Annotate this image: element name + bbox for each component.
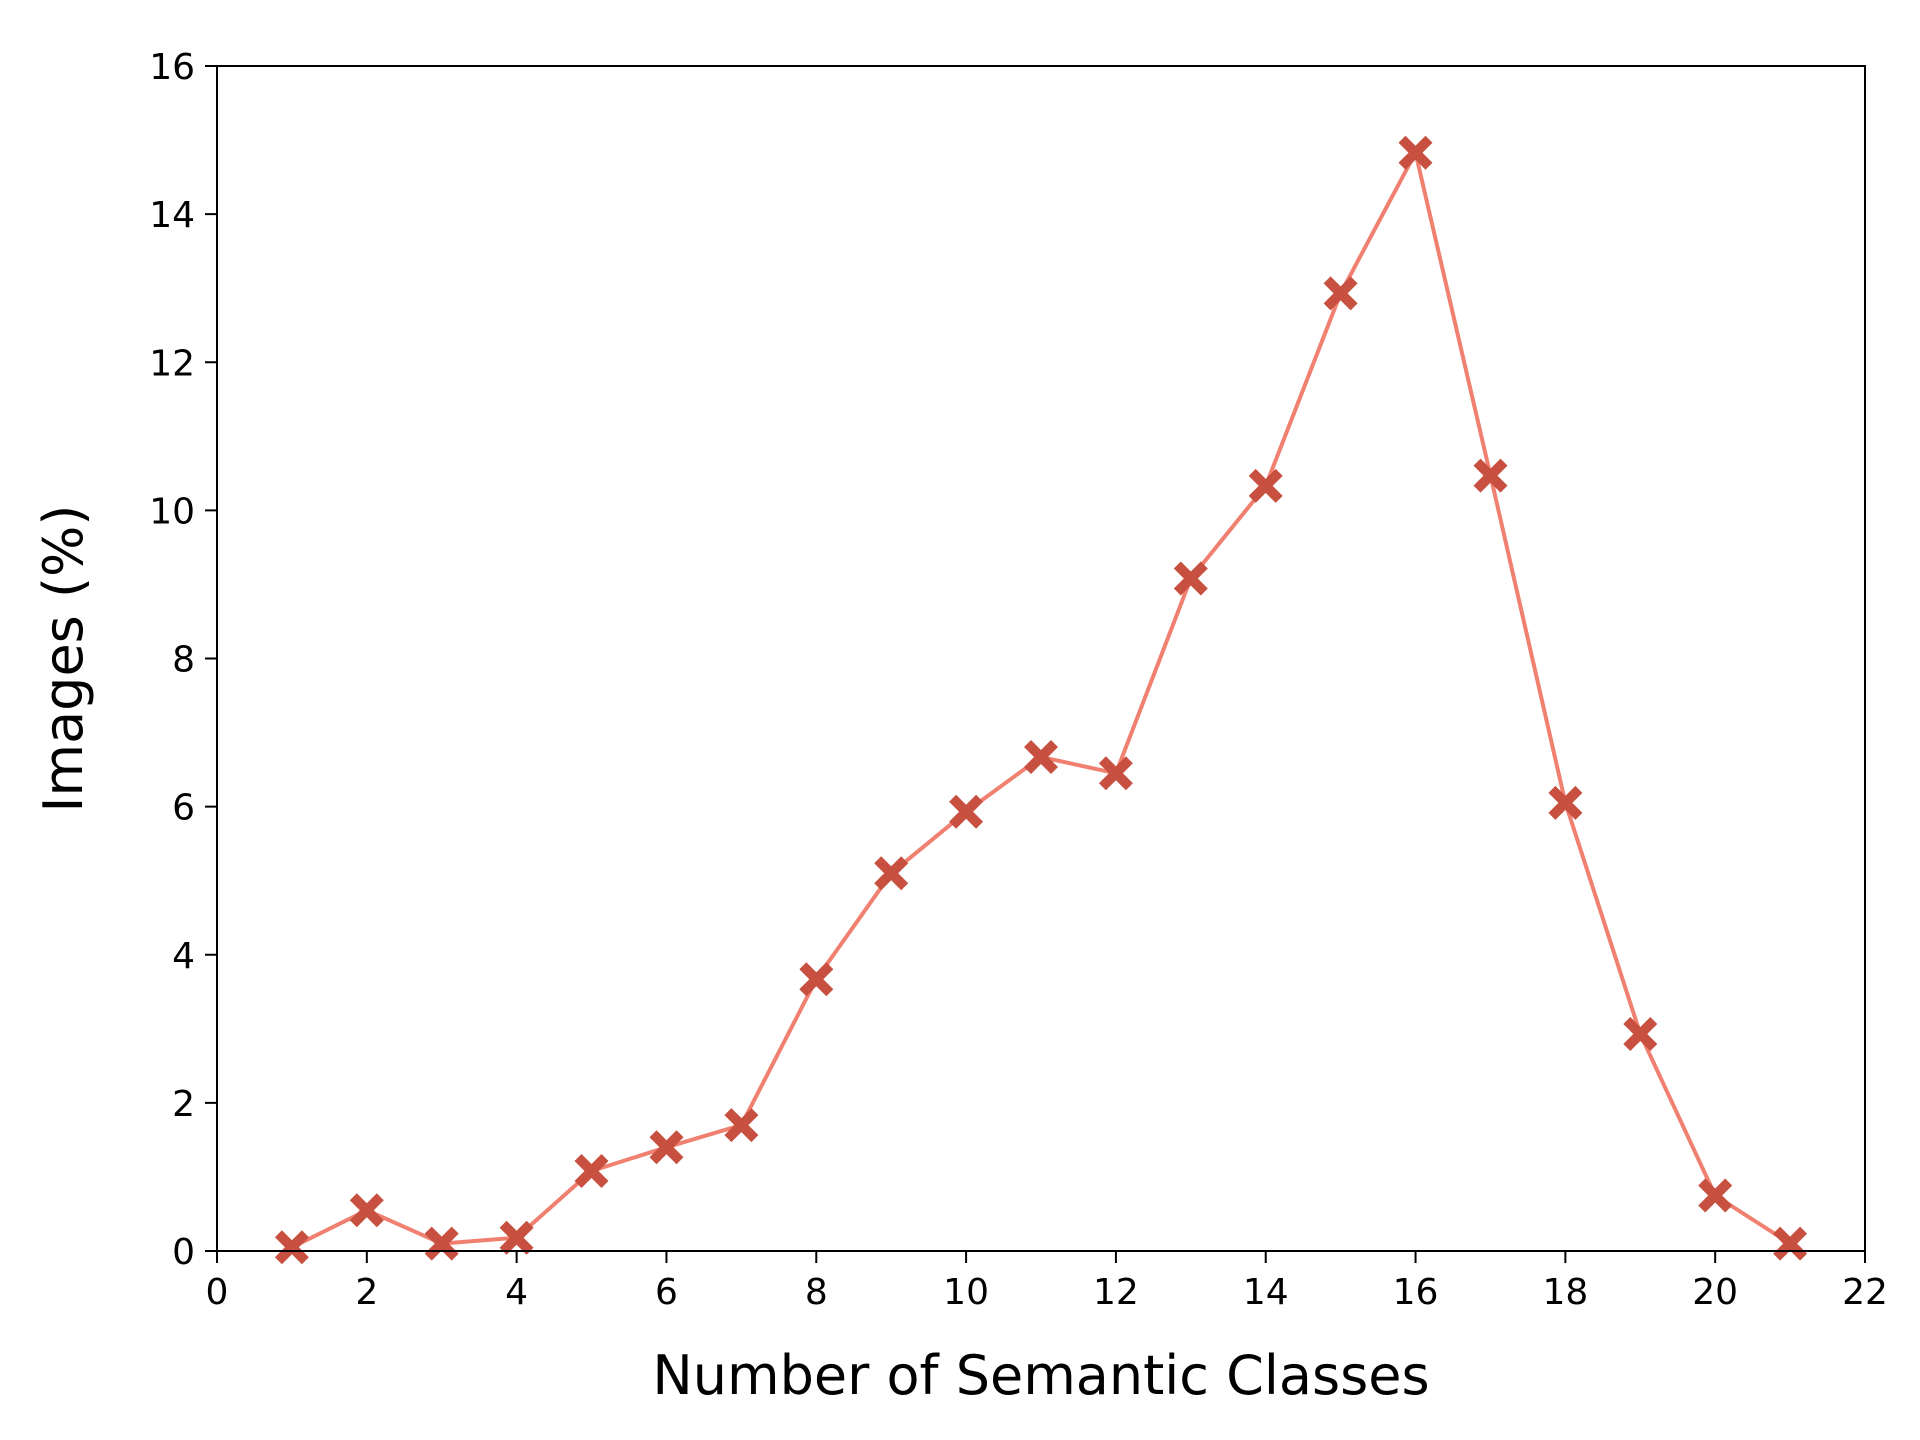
y-tick-label: 10 bbox=[149, 491, 195, 532]
plot-area bbox=[274, 135, 1808, 1265]
data-point bbox=[1623, 1017, 1658, 1051]
y-tick-label: 12 bbox=[149, 343, 195, 384]
data-point bbox=[799, 962, 834, 997]
data-point bbox=[1098, 756, 1133, 791]
data-point bbox=[874, 856, 909, 891]
data-point bbox=[649, 1130, 684, 1165]
y-tick-label: 14 bbox=[149, 195, 195, 236]
x-tick-label: 6 bbox=[655, 1272, 678, 1313]
x-tick-label: 8 bbox=[805, 1272, 828, 1313]
y-tick-label: 16 bbox=[149, 47, 195, 88]
x-tick-label: 16 bbox=[1393, 1272, 1439, 1313]
data-point bbox=[1173, 561, 1208, 596]
x-tick-label: 12 bbox=[1093, 1272, 1139, 1313]
data-point bbox=[1698, 1178, 1733, 1213]
x-tick-label: 4 bbox=[505, 1272, 528, 1313]
y-tick-label: 6 bbox=[172, 788, 195, 829]
x-tick-label: 2 bbox=[355, 1272, 378, 1313]
x-tick-label: 22 bbox=[1842, 1272, 1888, 1313]
data-point bbox=[1398, 135, 1433, 170]
data-point bbox=[349, 1193, 384, 1228]
data-point bbox=[499, 1220, 534, 1255]
x-tick-label: 18 bbox=[1542, 1272, 1588, 1313]
y-tick-label: 4 bbox=[172, 936, 195, 977]
axes: 0 2 4 6 8 10 12 14 16 18 20 22 0 2 4 6 8 10 12 14 16 bbox=[149, 47, 1888, 1313]
y-tick-label: 0 bbox=[172, 1232, 195, 1273]
data-point bbox=[424, 1226, 459, 1261]
y-axis-title: Images (%) bbox=[32, 505, 95, 813]
y-tick-label: 8 bbox=[172, 640, 195, 681]
x-tick-label: 0 bbox=[206, 1272, 229, 1313]
data-point bbox=[724, 1108, 759, 1143]
y-tick-label: 2 bbox=[172, 1084, 195, 1125]
data-point bbox=[1473, 458, 1508, 493]
data-point bbox=[274, 1230, 309, 1265]
x-tick-label: 10 bbox=[943, 1272, 989, 1313]
x-tick-label: 14 bbox=[1243, 1272, 1289, 1313]
data-point bbox=[949, 794, 984, 829]
data-point bbox=[1248, 468, 1283, 503]
data-point bbox=[1548, 785, 1583, 820]
data-point bbox=[1773, 1226, 1808, 1261]
data-point bbox=[1323, 276, 1358, 311]
x-axis-title: Number of Semantic Classes bbox=[652, 1344, 1429, 1407]
data-point bbox=[574, 1154, 609, 1188]
data-point bbox=[1024, 740, 1058, 774]
x-tick-label: 20 bbox=[1692, 1272, 1738, 1313]
